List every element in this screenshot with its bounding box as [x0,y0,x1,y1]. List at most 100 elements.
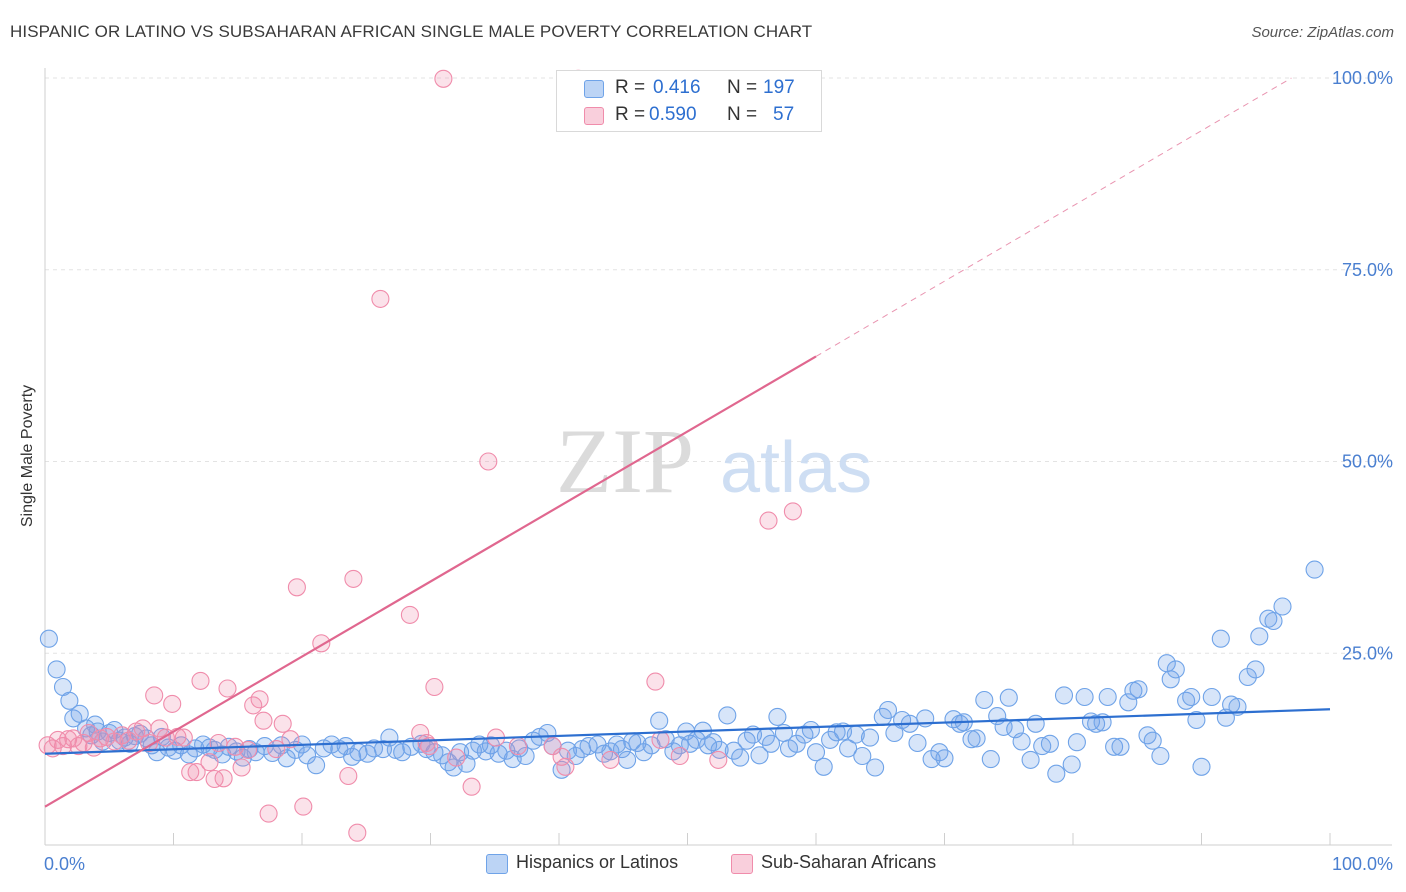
subsaharan-point-10[interactable] [91,729,110,748]
subsaharan-point-27[interactable] [200,753,219,772]
hispanics-point-146[interactable] [994,717,1013,736]
hispanics-point-147[interactable] [999,688,1018,707]
subsaharan-point-54[interactable] [434,69,453,88]
hispanics-point-151[interactable] [1026,714,1045,733]
hispanics-point-129[interactable] [878,700,898,720]
hispanics-point-156[interactable] [1062,755,1081,774]
hispanics-point-56[interactable] [402,737,421,756]
hispanics-point-188[interactable] [1273,597,1292,616]
subsaharan-point-47[interactable] [348,823,367,842]
subsaharan-point-39[interactable] [267,740,286,759]
hispanics-point-3[interactable] [60,691,79,710]
hispanics-point-157[interactable] [1067,733,1086,752]
hispanics-point-176[interactable] [1187,710,1206,730]
subsaharan-point-68[interactable] [709,750,728,769]
hispanics-point-136[interactable] [930,743,949,762]
subsaharan-point-26[interactable] [191,671,210,690]
hispanics-point-42[interactable] [298,746,317,765]
hispanics-point-162[interactable] [1098,687,1117,707]
hispanics-point-150[interactable] [1021,750,1040,769]
subsaharan-point-46[interactable] [344,569,363,588]
subsaharan-point-52[interactable] [420,737,439,756]
hispanics-point-123[interactable] [839,739,858,758]
subsaharan-point-18[interactable] [145,686,164,705]
subsaharan-point-25[interactable] [187,763,206,782]
hispanics-point-111[interactable] [761,734,781,753]
hispanics-point-93[interactable] [650,711,669,730]
subsaharan-point-36[interactable] [250,690,269,709]
hispanics-point-142[interactable] [967,729,986,748]
subsaharan-point-70[interactable] [783,502,802,521]
subsaharan-point-19[interactable] [150,719,169,738]
subsaharan-point-53[interactable] [425,677,444,697]
subsaharan-point-43[interactable] [294,797,313,816]
hispanics-point-121[interactable] [827,723,846,742]
subsaharan-point-40[interactable] [273,714,292,733]
hispanics-point-60[interactable] [433,746,452,765]
hispanics-point-112[interactable] [768,707,787,726]
hispanics-point-178[interactable] [1202,687,1221,707]
subsaharan-point-66[interactable] [651,730,670,749]
subsaharan-point-37[interactable] [254,711,273,730]
subsaharan-point-41[interactable] [281,730,300,749]
subsaharan-point-48[interactable] [371,289,390,308]
hispanics-point-52[interactable] [373,740,393,759]
hispanics-point-165[interactable] [1119,693,1138,712]
hispanics-point-164[interactable] [1111,737,1130,756]
hispanics-point-137[interactable] [935,749,954,768]
hispanics-point-170[interactable] [1151,746,1170,766]
source-label[interactable]: Source: ZipAtlas.com [1251,24,1394,41]
subsaharan-point-14[interactable] [119,731,138,750]
hispanics-point-109[interactable] [750,746,769,765]
hispanics-point-153[interactable] [1040,734,1059,753]
hispanics-point-117[interactable] [801,720,820,740]
subsaharan-point-61[interactable] [552,747,571,766]
hispanics-point-4[interactable] [64,709,83,728]
subsaharan-point-38[interactable] [259,804,278,823]
hispanics-point-55[interactable] [393,743,412,762]
subsaharan-point-64[interactable] [601,750,620,769]
hispanics-point-105[interactable] [724,741,743,760]
hispanics-point-172[interactable] [1161,670,1180,689]
hispanics-point-73[interactable] [516,746,535,766]
subsaharan-point-51[interactable] [417,733,436,753]
hispanics-point-118[interactable] [806,743,826,762]
hispanics-point-155[interactable] [1054,686,1074,705]
subsaharan-point-67[interactable] [670,746,689,766]
hispanics-point-91[interactable] [634,743,653,762]
hispanics-point-168[interactable] [1138,726,1157,745]
subsaharan-point-24[interactable] [181,763,200,782]
hispanics-point-133[interactable] [908,733,927,753]
hispanics-point-141[interactable] [962,730,981,749]
hispanics-point-182[interactable] [1228,697,1247,716]
hispanics-point-1[interactable] [47,660,66,679]
subsaharan-point-21[interactable] [163,694,182,713]
hispanics-point-101[interactable] [699,736,718,755]
hispanics-point-119[interactable] [814,757,833,776]
subsaharan-point-57[interactable] [479,452,498,471]
hispanics-point-135[interactable] [922,750,941,769]
subsaharan-point-8[interactable] [79,723,98,743]
hispanics-point-88[interactable] [618,750,637,769]
subsaharan-point-69[interactable] [759,511,778,530]
hispanics-point-127[interactable] [866,758,885,777]
hispanics-point-87[interactable] [612,740,632,759]
hispanics-point-184[interactable] [1246,660,1265,679]
hispanics-point-143[interactable] [975,690,994,710]
hispanics-point-183[interactable] [1238,667,1257,687]
hispanics-point-115[interactable] [787,734,806,753]
subsaharan-point-23[interactable] [174,728,193,747]
subsaharan-point-49[interactable] [400,605,419,624]
hispanics-point-179[interactable] [1211,629,1230,648]
subsaharan-point-59[interactable] [508,737,527,756]
subsaharan-point-55[interactable] [447,748,466,767]
subsaharan-point-42[interactable] [287,578,306,597]
subsaharan-point-30[interactable] [214,769,233,788]
hispanics-point-163[interactable] [1105,737,1124,756]
subsaharan-point-62[interactable] [556,757,575,776]
hispanics-point-90[interactable] [628,733,647,753]
hispanics-point-185[interactable] [1250,627,1269,646]
hispanics-point-175[interactable] [1182,687,1201,707]
subsaharan-point-56[interactable] [462,777,481,796]
hispanics-point-0[interactable] [39,629,58,648]
